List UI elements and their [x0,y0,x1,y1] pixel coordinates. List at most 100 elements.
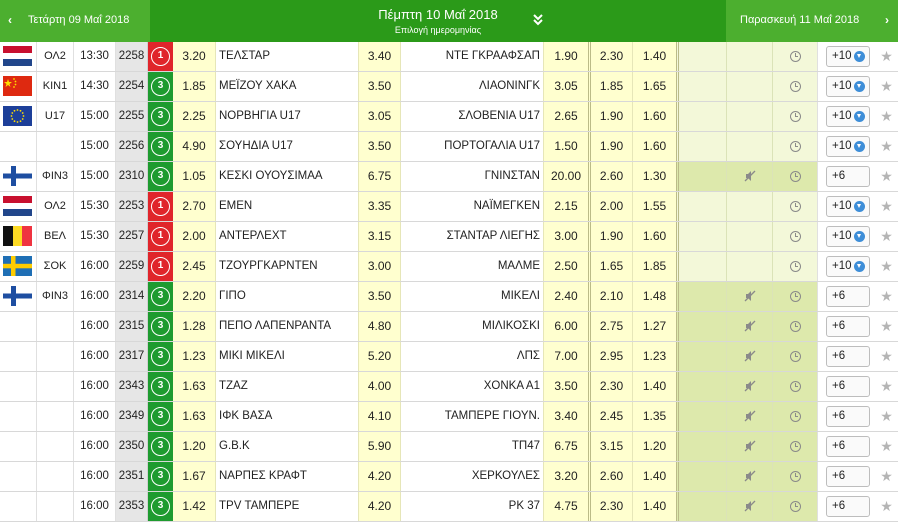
odd-home[interactable]: 1.20 [173,432,216,461]
match-code[interactable]: 2257 [116,222,148,251]
match-code[interactable]: 2259 [116,252,148,281]
odd-under[interactable]: 2.30 [588,372,632,401]
clock-icon[interactable] [790,291,801,302]
star-icon[interactable]: ★ [880,378,893,394]
odd-home[interactable]: 2.20 [173,282,216,311]
odd-under[interactable]: 1.90 [588,222,632,251]
match-code[interactable]: 2317 [116,342,148,371]
more-bets-button[interactable]: +10 [826,226,870,247]
odd-home[interactable]: 2.70 [173,192,216,221]
more-bets-button[interactable]: +6 [826,406,870,427]
match-code[interactable]: 2253 [116,192,148,221]
mute-icon[interactable] [743,439,757,453]
odd-draw[interactable]: 3.05 [358,102,401,131]
star-icon[interactable]: ★ [880,468,893,484]
clock-icon[interactable] [790,201,801,212]
odd-under[interactable]: 2.30 [588,42,632,71]
odd-draw[interactable]: 3.50 [358,282,401,311]
odd-under[interactable]: 1.90 [588,132,632,161]
double-chevron-down-icon[interactable] [531,12,545,28]
odd-away[interactable]: 2.65 [543,102,588,131]
mute-icon[interactable] [743,409,757,423]
more-bets-button[interactable]: +6 [826,376,870,397]
odd-home[interactable]: 1.23 [173,342,216,371]
odd-home[interactable]: 1.67 [173,462,216,491]
clock-icon[interactable] [790,381,801,392]
chevron-left-icon[interactable]: ‹ [8,13,12,27]
more-bets-button[interactable]: +10 [826,196,870,217]
odd-draw[interactable]: 4.10 [358,402,401,431]
more-bets-button[interactable]: +6 [826,436,870,457]
odd-draw[interactable]: 4.20 [358,492,401,521]
mute-icon[interactable] [743,349,757,363]
odd-away[interactable]: 2.15 [543,192,588,221]
odd-under[interactable]: 2.10 [588,282,632,311]
odd-home[interactable]: 1.05 [173,162,216,191]
match-code[interactable]: 2349 [116,402,148,431]
more-bets-button[interactable]: +10 [826,76,870,97]
odd-under[interactable]: 3.15 [588,432,632,461]
star-icon[interactable]: ★ [880,318,893,334]
match-code[interactable]: 2255 [116,102,148,131]
odd-away[interactable]: 4.75 [543,492,588,521]
odd-draw[interactable]: 3.40 [358,42,401,71]
odd-away[interactable]: 2.50 [543,252,588,281]
odd-under[interactable]: 2.95 [588,342,632,371]
odd-over[interactable]: 1.55 [632,192,676,221]
star-icon[interactable]: ★ [880,48,893,64]
date-picker-label[interactable]: Επιλογή ημερομηνίας [394,25,482,35]
odd-over[interactable]: 1.30 [632,162,676,191]
odd-away[interactable]: 2.40 [543,282,588,311]
odd-over[interactable]: 1.35 [632,402,676,431]
match-code[interactable]: 2314 [116,282,148,311]
star-icon[interactable]: ★ [880,228,893,244]
odd-under[interactable]: 2.30 [588,492,632,521]
odd-home[interactable]: 2.45 [173,252,216,281]
odd-over[interactable]: 1.40 [632,42,676,71]
odd-under[interactable]: 2.75 [588,312,632,341]
clock-icon[interactable] [790,321,801,332]
clock-icon[interactable] [790,51,801,62]
star-icon[interactable]: ★ [880,438,893,454]
odd-home[interactable]: 1.42 [173,492,216,521]
odd-under[interactable]: 1.65 [588,252,632,281]
mute-icon[interactable] [743,469,757,483]
odd-over[interactable]: 1.48 [632,282,676,311]
mute-icon[interactable] [743,169,757,183]
odd-over[interactable]: 1.40 [632,462,676,491]
odd-draw[interactable]: 3.00 [358,252,401,281]
odd-draw[interactable]: 5.20 [358,342,401,371]
match-code[interactable]: 2258 [116,42,148,71]
clock-icon[interactable] [790,171,801,182]
odd-away[interactable]: 6.75 [543,432,588,461]
odd-under[interactable]: 2.60 [588,162,632,191]
clock-icon[interactable] [790,501,801,512]
odd-draw[interactable]: 5.90 [358,432,401,461]
match-code[interactable]: 2256 [116,132,148,161]
odd-home[interactable]: 2.25 [173,102,216,131]
next-day-link[interactable]: Παρασκευή 11 Μαΐ 2018 [740,14,860,26]
match-code[interactable]: 2353 [116,492,148,521]
more-bets-button[interactable]: +6 [826,166,870,187]
next-day-nav[interactable]: Παρασκευή 11 Μαΐ 2018 › [726,0,898,42]
more-bets-button[interactable]: +10 [826,136,870,157]
current-day-selector[interactable]: Πέμπτη 10 Μαΐ 2018 Επιλογή ημερομηνίας [150,0,726,42]
odd-over[interactable]: 1.60 [632,222,676,251]
mute-icon[interactable] [743,499,757,513]
odd-draw[interactable]: 4.20 [358,462,401,491]
odd-draw[interactable]: 6.75 [358,162,401,191]
odd-over[interactable]: 1.60 [632,102,676,131]
odd-home[interactable]: 1.28 [173,312,216,341]
star-icon[interactable]: ★ [880,198,893,214]
odd-away[interactable]: 6.00 [543,312,588,341]
odd-home[interactable]: 1.63 [173,372,216,401]
odd-away[interactable]: 1.50 [543,132,588,161]
clock-icon[interactable] [790,111,801,122]
clock-icon[interactable] [790,441,801,452]
odd-over[interactable]: 1.85 [632,252,676,281]
odd-away[interactable]: 3.40 [543,402,588,431]
odd-draw[interactable]: 3.50 [358,72,401,101]
star-icon[interactable]: ★ [880,348,893,364]
more-bets-button[interactable]: +10 [826,46,870,67]
odd-home[interactable]: 4.90 [173,132,216,161]
